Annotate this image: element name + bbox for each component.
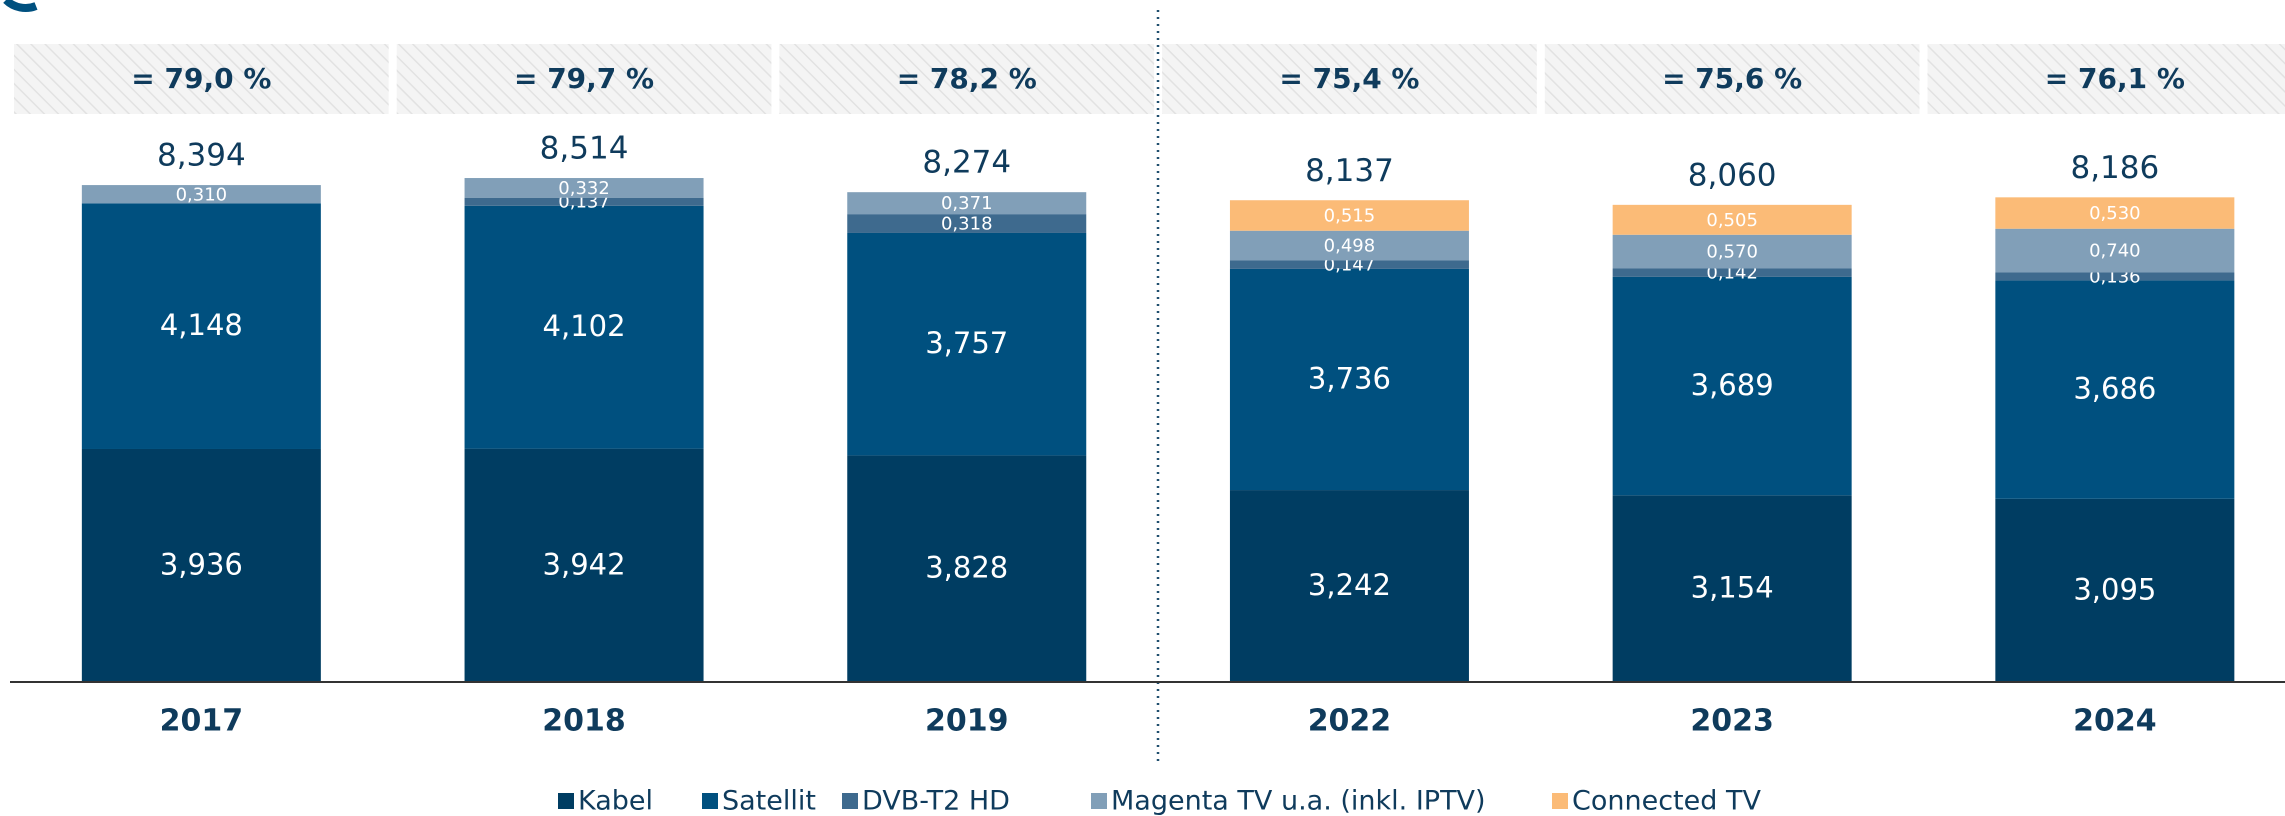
bar-segment <box>1612 268 1852 277</box>
value-label: 3,686 <box>2073 372 2156 406</box>
total-label: 8,274 <box>922 145 1011 181</box>
annotation-box <box>1544 44 1920 114</box>
value-label: 0,570 <box>1706 242 1758 263</box>
value-label: 0,515 <box>1324 205 1376 226</box>
x-tick-label: 2024 <box>2073 704 2157 739</box>
total-label: 8,394 <box>157 138 246 174</box>
logo-fragment <box>3 0 38 12</box>
total-label: 8,514 <box>540 130 629 166</box>
annotation: = 75,4 % <box>1279 62 1419 95</box>
value-label: 0,310 <box>176 184 228 205</box>
bar-segment <box>1229 230 1469 261</box>
bar-segment <box>81 185 321 204</box>
value-label: 0,740 <box>2089 241 2141 262</box>
bar-segment <box>1612 234 1852 269</box>
bar-segment <box>1995 498 2235 682</box>
annotation: = 76,1 % <box>2045 62 2185 95</box>
value-label: 3,828 <box>925 551 1008 585</box>
x-tick-label: 2023 <box>1690 704 1774 739</box>
bar-segment <box>847 232 1087 456</box>
bar-segment <box>1229 268 1469 491</box>
bar-segment <box>1995 197 2235 229</box>
annotation-box <box>14 44 389 114</box>
value-label: 0,332 <box>558 178 610 199</box>
x-tick-label: 2022 <box>1308 704 1392 739</box>
legend-swatch <box>1091 793 1107 809</box>
value-label: 0,505 <box>1706 210 1758 231</box>
x-tick-label: 2017 <box>160 704 244 739</box>
x-tick-label: 2018 <box>542 704 626 739</box>
value-label: 3,689 <box>1691 368 1774 402</box>
bar-segment <box>847 192 1087 215</box>
annotation: = 75,6 % <box>1662 62 1802 95</box>
value-label: 0,371 <box>941 193 993 214</box>
annotation-box <box>1927 44 2285 114</box>
value-label: 3,154 <box>1691 571 1774 605</box>
x-tick-label: 2019 <box>925 704 1009 739</box>
bar-segment <box>847 214 1087 233</box>
annotation-box <box>396 44 772 114</box>
total-label: 8,186 <box>2070 150 2159 186</box>
bar-segment <box>847 455 1087 682</box>
legend-swatch <box>702 793 718 809</box>
value-label: 0,318 <box>941 214 993 235</box>
bar-segment <box>1995 228 2235 273</box>
bar-segment <box>464 178 704 198</box>
legend-swatch <box>1552 793 1568 809</box>
legend-label: DVB-T2 HD <box>862 786 1010 816</box>
value-label: 0,498 <box>1324 235 1376 256</box>
bar-segment <box>1229 490 1469 682</box>
bar-segment <box>1995 280 2235 499</box>
legend-label: Kabel <box>578 786 653 816</box>
bar-segment <box>1612 495 1852 682</box>
legend-swatch <box>558 793 574 809</box>
legend-swatch <box>842 793 858 809</box>
bar-segment <box>464 205 704 449</box>
legend-label: Connected TV <box>1572 786 1761 816</box>
total-label: 8,060 <box>1688 157 1777 193</box>
value-label: 4,102 <box>543 309 626 343</box>
legend-label: Magenta TV u.a. (inkl. IPTV) <box>1111 786 1486 816</box>
value-label: 3,242 <box>1308 568 1391 602</box>
bar-segment <box>1612 204 1852 235</box>
bar-segment <box>464 197 704 206</box>
bar-segment <box>81 448 321 682</box>
bar-segment <box>1229 260 1469 269</box>
annotation: = 79,7 % <box>514 62 654 95</box>
annotation: = 79,0 % <box>131 62 271 95</box>
value-label: 3,942 <box>543 547 626 581</box>
bar-segment <box>81 203 321 449</box>
bar-segment <box>464 448 704 682</box>
bar-segment <box>1612 276 1852 496</box>
annotation-box <box>1162 44 1537 114</box>
bar-segment <box>1995 272 2235 281</box>
total-label: 8,137 <box>1305 153 1394 189</box>
bar-segment <box>1229 200 1469 231</box>
value-label: 3,936 <box>160 547 243 581</box>
annotation-box <box>779 44 1155 114</box>
value-label: 3,095 <box>2073 572 2156 606</box>
value-label: 0,530 <box>2089 203 2141 224</box>
legend-label: Satellit <box>722 786 816 816</box>
value-label: 4,148 <box>160 308 243 342</box>
annotation: = 78,2 % <box>897 62 1037 95</box>
value-label: 3,736 <box>1308 361 1391 395</box>
value-label: 3,757 <box>925 326 1008 360</box>
